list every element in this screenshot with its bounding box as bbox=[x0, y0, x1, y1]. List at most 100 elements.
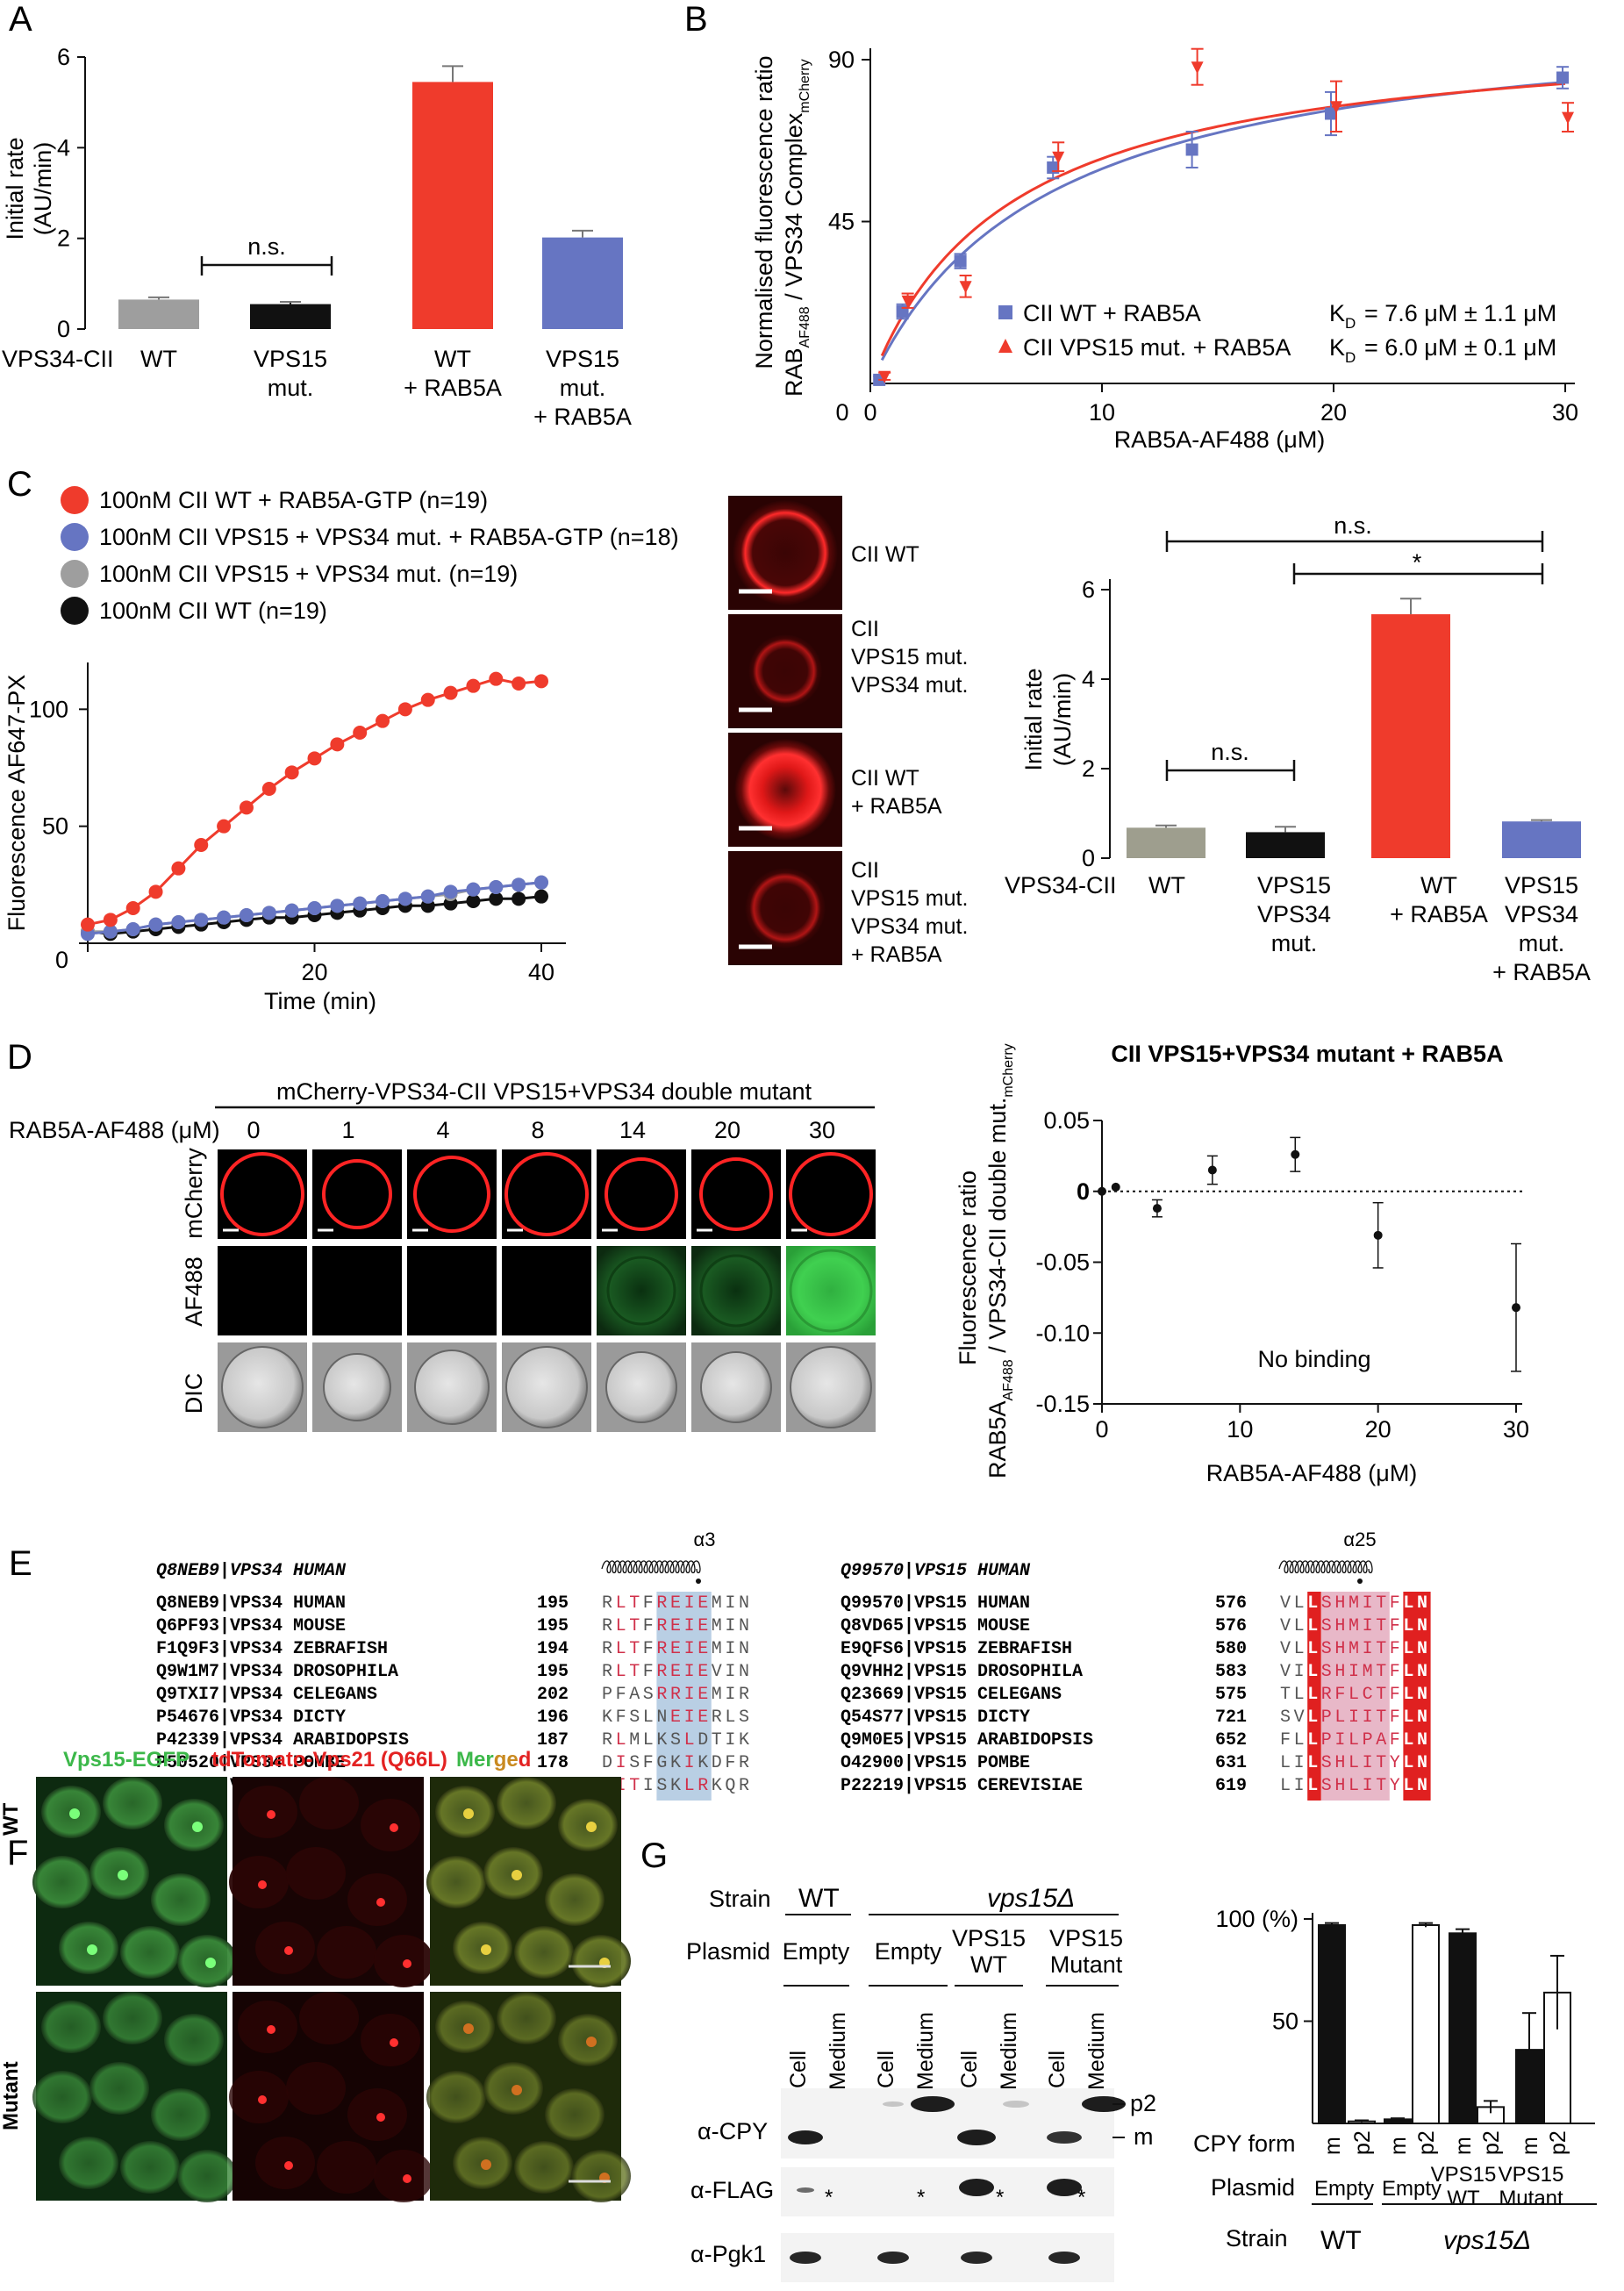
panel-c-series-point bbox=[284, 765, 299, 780]
panel-c-series-point bbox=[376, 713, 390, 728]
panel-b-kd-mut: = 6.0 μM ± 0.1 μM bbox=[1364, 334, 1556, 361]
panel-d-mcherry-tile bbox=[691, 1149, 781, 1239]
micrograph-cii-wt-rab5a bbox=[734, 739, 836, 841]
panel-c-legend-text: 100nM CII VPS15 + VPS34 mut. (n=19) bbox=[99, 561, 518, 587]
panel-c-series-point bbox=[420, 692, 435, 707]
panel-g-lane-label: Cell bbox=[957, 2051, 982, 2088]
panel-g-bottom-plasmid: WT bbox=[1447, 2187, 1480, 2210]
panel-c-xlabel: Time (min) bbox=[264, 988, 376, 1014]
panel-c-series-point bbox=[534, 889, 548, 904]
panel-d-dic-vesicle bbox=[700, 1351, 772, 1423]
panel-g-band-m: m bbox=[1134, 2123, 1154, 2150]
panel-e-seq-id: Q6PF93|VPS34 MOUSE bbox=[156, 1616, 346, 1636]
panel-d-af488-tile bbox=[691, 1246, 781, 1335]
panel-f-cell bbox=[177, 2150, 237, 2202]
panel-g-lane-label: Cell bbox=[1045, 2051, 1070, 2088]
panel-e-highlight-vps15 bbox=[1320, 1592, 1390, 1801]
panel-d-mcherry-vesicle bbox=[322, 1159, 392, 1229]
panel-d-af488-vesicle bbox=[699, 1254, 773, 1328]
panel-c-micrograph-label: VPS15 mut. bbox=[851, 886, 968, 911]
panel-g-cpy-form: p2 bbox=[1479, 2130, 1504, 2155]
panel-a-sig-label: n.s. bbox=[247, 233, 286, 260]
panel-c-bar-category-label: VPS15 bbox=[1505, 872, 1578, 899]
panel-c-series-point bbox=[103, 913, 118, 927]
panel-a-bar bbox=[118, 299, 199, 329]
panel-c-series-point bbox=[353, 896, 368, 911]
panel-g-lane-label: Cell bbox=[874, 2051, 898, 2088]
panel-g-cpy-form: p2 bbox=[1350, 2130, 1375, 2155]
panel-f-puncta bbox=[403, 2174, 411, 2183]
panel-g-bar bbox=[1318, 1923, 1346, 2124]
panel-d-point bbox=[1152, 1204, 1162, 1214]
panel-g-star: * bbox=[917, 2186, 925, 2209]
panel-c-micrograph-label: CII bbox=[851, 858, 879, 883]
panel-g-bar-chart: 100 (%)50 CPY form m p2 m p2 m p2 m p2 Plasmid … bbox=[1193, 1906, 1597, 2255]
panel-c-legend-text: 100nM CII WT (n=19) bbox=[99, 598, 327, 624]
panel-d-point bbox=[1207, 1165, 1217, 1175]
panel-e-seq-id: F1Q9F3|VPS34 ZEBRAFISH bbox=[156, 1639, 388, 1659]
panel-b-legend-mut: CII VPS15 mut. + RAB5A bbox=[1023, 334, 1291, 361]
panel-a-bar bbox=[250, 304, 331, 329]
panel-b-xtick-zero: 0 bbox=[835, 399, 848, 426]
panel-c-series-point bbox=[81, 917, 95, 932]
panel-a-category-label: WT bbox=[434, 346, 471, 372]
panel-c-series-point bbox=[397, 891, 412, 906]
panel-d-dic-vesicle bbox=[505, 1346, 588, 1428]
panel-f-cell bbox=[426, 2071, 486, 2123]
panel-d-image-grid: mCherry-VPS34-CII VPS15+VPS34 double mut… bbox=[9, 1078, 876, 1432]
panel-d-conc-label: RAB5A-AF488 (μM) bbox=[9, 1117, 220, 1143]
panel-d-af488-tile bbox=[786, 1246, 876, 1335]
panel-c-legend-text: 100nM CII VPS15 + VPS34 mut. + RAB5A-GTP… bbox=[99, 524, 679, 550]
panel-d-af488-vesicle bbox=[606, 1256, 676, 1326]
panel-c-ytick-label: 50 bbox=[42, 813, 68, 840]
panel-c-series-point bbox=[534, 875, 548, 890]
panel-g-plasmid: WT bbox=[970, 1951, 1007, 1978]
panel-c-ylabel: Fluorescence AF647-PX bbox=[4, 675, 30, 932]
panel-f-col-merged: Merged bbox=[456, 1748, 531, 1772]
panel-b-binding-curve: 0 10 20 30 45 90 0 CII WT + RAB5A CII VPS15 mu… bbox=[751, 47, 1578, 453]
panel-b-ylabel-1: Normalised fluorescence ratio bbox=[751, 55, 777, 369]
panel-a-ytick-label: 2 bbox=[57, 226, 70, 252]
panel-g-plasmid: Mutant bbox=[1050, 1951, 1123, 1978]
panel-g-band bbox=[1003, 2101, 1029, 2108]
panel-c-micrograph-label: CII WT bbox=[851, 542, 919, 567]
panel-d-concentration: 20 bbox=[714, 1117, 740, 1143]
panel-d-mcherry-tile bbox=[597, 1149, 686, 1239]
panel-a-category-label: VPS15 bbox=[546, 346, 619, 372]
panel-g-lane-label: Medium bbox=[826, 2012, 850, 2090]
panel-c-sig-star: * bbox=[1413, 549, 1422, 576]
panel-d-mcherry-tile bbox=[407, 1149, 497, 1239]
panel-g-band bbox=[1048, 2252, 1080, 2264]
panel-f-cell bbox=[89, 2062, 149, 2115]
panel-f-puncta bbox=[390, 1823, 398, 1832]
micrograph-cii-mut bbox=[748, 634, 822, 708]
panel-g-bar-ytick-label: 100 (%) bbox=[1215, 1906, 1298, 1932]
panel-g-strain-wt: WT bbox=[798, 1884, 840, 1913]
panel-e-seq-id: Q9M0E5|VPS15 ARABIDOPSIS bbox=[841, 1730, 1093, 1750]
panel-d-point bbox=[1111, 1182, 1120, 1192]
panel-e-seq-id: Q8VD65|VPS15 MOUSE bbox=[841, 1616, 1030, 1636]
panel-d-concentration: 0 bbox=[247, 1117, 260, 1143]
panel-c-ytick-label: 100 bbox=[29, 696, 68, 722]
panel-d-plot: CII VPS15+VPS34 mutant + RAB5A 0 10 20 30 0.… bbox=[955, 1041, 1529, 1486]
panel-f-puncta bbox=[512, 2085, 522, 2095]
panel-c-series-point bbox=[466, 882, 481, 897]
panel-d-concentration: 14 bbox=[619, 1117, 646, 1143]
panel-a-ytick-label: 4 bbox=[57, 134, 70, 161]
panel-c-bar bbox=[1502, 821, 1581, 858]
panel-g-blot-pgk1: α-Pgk1 bbox=[690, 2241, 766, 2267]
panel-d-dic-vesicle bbox=[414, 1350, 490, 1425]
panel-d-mcherry-vesicle bbox=[789, 1152, 873, 1236]
panel-f-cell bbox=[317, 2141, 376, 2194]
panel-e-seq-pos: 652 bbox=[1215, 1730, 1247, 1750]
panel-d-concentration: 1 bbox=[341, 1117, 354, 1143]
panel-f-cell bbox=[164, 2014, 224, 2066]
panel-a-category-label: + RAB5A bbox=[404, 375, 502, 401]
panel-c-series-point bbox=[376, 894, 390, 908]
panel-g-plasmid-label: Plasmid bbox=[686, 1938, 770, 1965]
panel-g-band bbox=[957, 2130, 996, 2145]
panel-e-seq-id: Q99570|VPS15 HUMAN bbox=[841, 1593, 1030, 1614]
panel-f-cell bbox=[151, 1873, 211, 1926]
